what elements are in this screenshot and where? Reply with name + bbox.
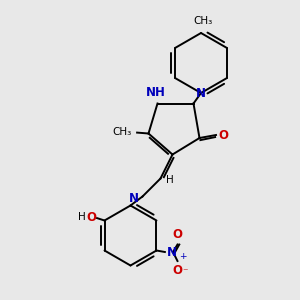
Text: ⁻: ⁻ <box>182 267 188 277</box>
Text: O: O <box>172 229 182 242</box>
Text: H: H <box>78 212 86 223</box>
Text: O: O <box>218 129 228 142</box>
Text: N: N <box>196 87 206 100</box>
Text: CH₃: CH₃ <box>193 16 212 26</box>
Text: O: O <box>172 264 182 277</box>
Text: N: N <box>167 245 177 259</box>
Text: H: H <box>166 175 174 185</box>
Text: O: O <box>86 211 96 224</box>
Text: NH: NH <box>146 86 166 99</box>
Text: +: + <box>179 252 187 261</box>
Text: N: N <box>129 191 139 205</box>
Text: CH₃: CH₃ <box>113 127 132 137</box>
